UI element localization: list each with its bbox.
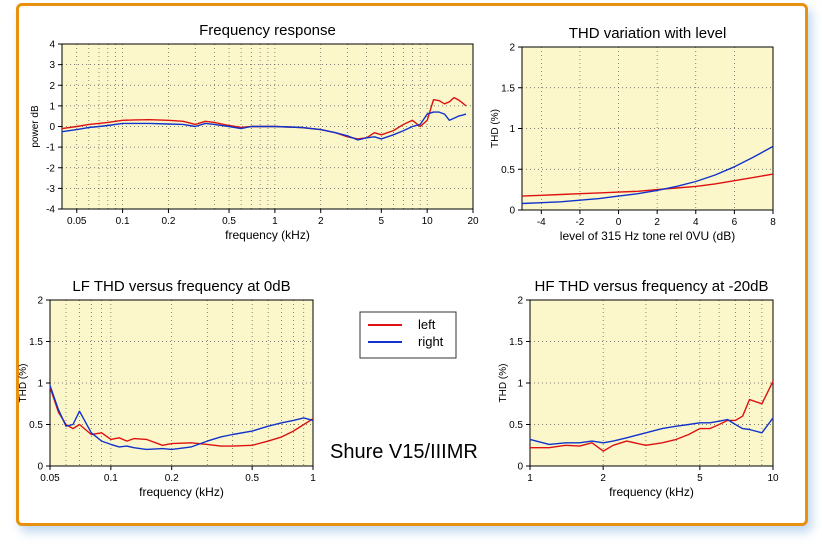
chart-freq: 0.05 0.1 0.2 0.5 1 2 5 10 20 -4 -3 -2 -1 0 1 2 3 4 Frequen… bbox=[30, 22, 479, 242]
legend-right-label: right bbox=[418, 334, 444, 349]
y-tick-label: 1.5 bbox=[501, 83, 515, 94]
y-tick-label: 0 bbox=[509, 206, 515, 217]
x-tick-label: 1 bbox=[272, 216, 278, 227]
x-tick-label: 0.05 bbox=[40, 473, 60, 484]
x-tick-label: 0.5 bbox=[222, 216, 236, 227]
series-line-right bbox=[529, 417, 774, 446]
series-line-left bbox=[521, 173, 774, 197]
y-axis-label: THD (%) bbox=[18, 364, 29, 403]
x-tick-label: 1 bbox=[527, 473, 533, 484]
y-tick-label: 1 bbox=[49, 101, 55, 112]
series-line-right bbox=[61, 111, 467, 141]
x-axis-label: frequency (kHz) bbox=[225, 228, 310, 242]
x-tick-label: 0.5 bbox=[245, 473, 259, 484]
chart-hfthd: 1 2 5 10 0 0.5 1 1.5 2 HF THD versus frequency at… bbox=[498, 278, 779, 499]
plot-area bbox=[522, 47, 773, 210]
chart-title: LF THD versus frequency at 0dB bbox=[72, 278, 290, 295]
y-tick-label: 1.5 bbox=[509, 337, 523, 348]
y-tick-label: 0.5 bbox=[501, 165, 515, 176]
x-tick-label: 10 bbox=[767, 473, 779, 484]
x-tick-label: 10 bbox=[422, 216, 434, 227]
x-tick-label: 0 bbox=[616, 217, 622, 228]
x-tick-label: -4 bbox=[537, 217, 546, 228]
x-axis-label: frequency (kHz) bbox=[139, 485, 224, 499]
chart-title: THD variation with level bbox=[569, 25, 727, 42]
y-tick-label: -2 bbox=[46, 163, 55, 174]
x-axis-label: level of 315 Hz tone rel 0VU (dB) bbox=[560, 229, 735, 243]
y-tick-label: 0 bbox=[517, 462, 523, 473]
x-tick-label: 2 bbox=[318, 216, 324, 227]
legend-left-label: left bbox=[418, 317, 436, 332]
series-line-left bbox=[530, 380, 774, 452]
chart-title: Frequency response bbox=[199, 22, 336, 39]
x-axis-label: frequency (kHz) bbox=[609, 485, 694, 499]
y-tick-label: 0 bbox=[49, 122, 55, 133]
caption: Shure V15/IIIMR bbox=[330, 441, 478, 463]
chart-title: HF THD versus frequency at -20dB bbox=[535, 278, 769, 295]
x-tick-label: 1 bbox=[310, 473, 316, 484]
y-axis-label: THD (%) bbox=[498, 364, 509, 403]
y-tick-label: 1.5 bbox=[29, 337, 43, 348]
x-tick-label: -2 bbox=[575, 217, 584, 228]
y-tick-label: 2 bbox=[509, 43, 515, 54]
y-tick-label: 3 bbox=[49, 60, 55, 71]
y-tick-label: 1 bbox=[509, 124, 515, 135]
legend: left right bbox=[359, 311, 457, 359]
x-tick-label: 2 bbox=[600, 473, 606, 484]
y-tick-label: 0.5 bbox=[29, 420, 43, 431]
y-tick-label: 0 bbox=[37, 462, 43, 473]
y-axis-label: THD (%) bbox=[490, 109, 501, 148]
grid bbox=[62, 44, 473, 209]
chart-thdlevel: -4 -2 0 2 4 6 8 0 0.5 1 1.5 2 THD variation with lev… bbox=[490, 25, 776, 243]
x-tick-label: 0.2 bbox=[161, 216, 175, 227]
y-tick-label: 2 bbox=[49, 81, 55, 92]
x-tick-label: 4 bbox=[693, 217, 699, 228]
x-tick-label: 0.2 bbox=[165, 473, 179, 484]
y-tick-label: 0.5 bbox=[509, 420, 523, 431]
x-tick-label: 6 bbox=[732, 217, 738, 228]
y-axis-label: power dB bbox=[30, 105, 41, 148]
series-line-left bbox=[49, 386, 314, 447]
y-tick-label: -3 bbox=[46, 184, 55, 195]
x-tick-label: 0.05 bbox=[67, 216, 87, 227]
x-tick-label: 5 bbox=[697, 473, 703, 484]
grid bbox=[530, 300, 773, 466]
y-tick-label: 2 bbox=[37, 296, 43, 307]
y-tick-label: 1 bbox=[37, 379, 43, 390]
plot-area bbox=[50, 300, 313, 466]
y-tick-label: 2 bbox=[517, 296, 523, 307]
x-tick-label: 0.1 bbox=[104, 473, 118, 484]
y-tick-label: 4 bbox=[49, 40, 55, 51]
legend-box bbox=[359, 311, 457, 359]
x-tick-label: 8 bbox=[770, 217, 776, 228]
chart-lfthd: 0.05 0.1 0.2 0.5 1 0 0.5 1 1.5 2 LF THD versus fre… bbox=[18, 278, 316, 499]
x-tick-label: 0.1 bbox=[116, 216, 130, 227]
y-tick-label: 1 bbox=[517, 379, 523, 390]
y-tick-label: -1 bbox=[46, 143, 55, 154]
x-tick-label: 20 bbox=[467, 216, 479, 227]
x-tick-label: 2 bbox=[654, 217, 660, 228]
y-tick-label: -4 bbox=[46, 205, 55, 216]
series-line-right bbox=[521, 145, 774, 205]
x-tick-label: 5 bbox=[379, 216, 385, 227]
series-line-right bbox=[49, 385, 314, 451]
